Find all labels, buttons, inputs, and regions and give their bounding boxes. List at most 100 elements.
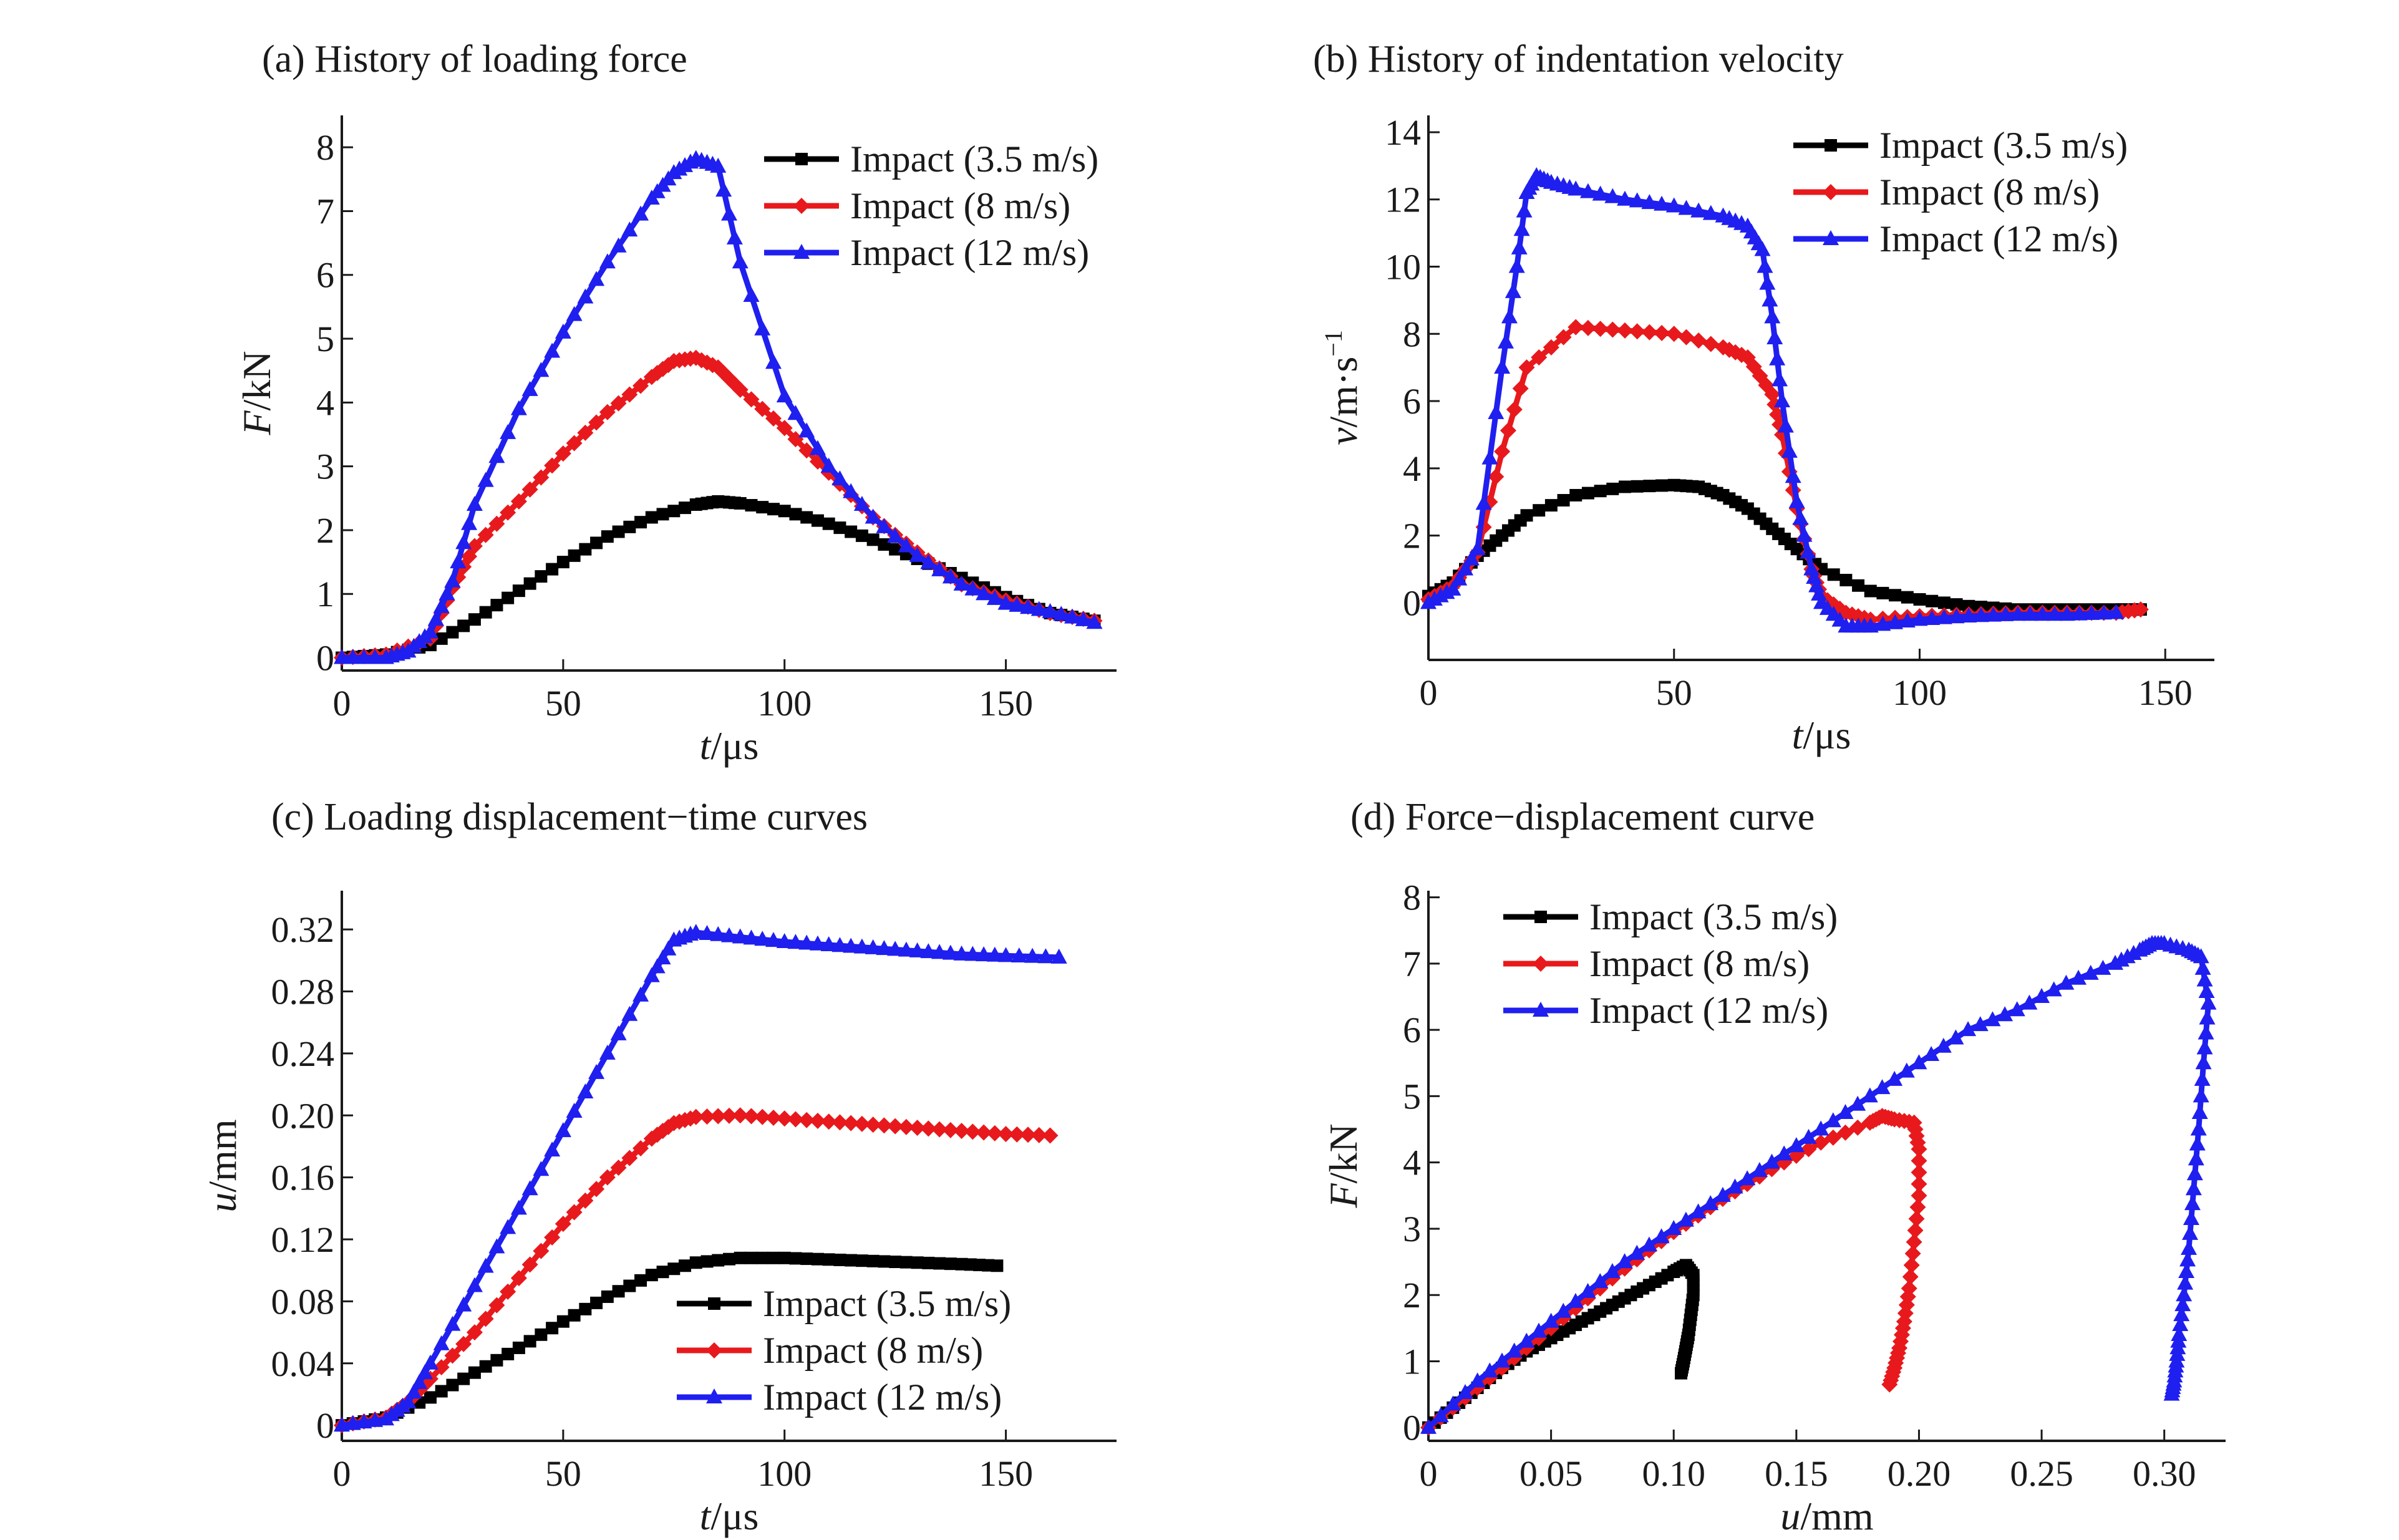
legend-label: Impact (12 m/s) (1879, 218, 2118, 259)
y-tick-label: 12 (1385, 180, 1421, 220)
data-point (510, 1199, 527, 1215)
data-point (1042, 603, 1059, 618)
data-point (710, 926, 727, 941)
data-point (991, 1259, 1004, 1272)
data-point (405, 1383, 422, 1399)
y-tick-label: 6 (1403, 381, 1421, 422)
data-point (866, 533, 880, 546)
data-point (942, 944, 959, 960)
data-point (798, 1111, 815, 1128)
data-point (726, 229, 743, 245)
data-point (732, 253, 749, 269)
data-point (1617, 322, 1633, 339)
data-point (1690, 332, 1707, 349)
data-point (800, 1252, 813, 1266)
x-axis-label: u/mm (1780, 1494, 1873, 1538)
data-point (1665, 326, 1682, 342)
data-point (1771, 371, 1788, 387)
data-point (986, 589, 1003, 605)
data-point (523, 1335, 536, 1348)
data-point (566, 306, 583, 321)
data-point (601, 530, 614, 543)
data-point (1907, 1222, 1924, 1239)
data-point (544, 342, 561, 358)
data-point (590, 536, 603, 550)
data-point (566, 1204, 583, 1221)
data-point (433, 1358, 450, 1375)
legend-label: Impact (12 m/s) (1589, 990, 1828, 1031)
x-tick-label: 0.20 (1888, 1453, 1951, 1494)
data-point (1432, 1407, 1449, 1423)
data-point (334, 649, 350, 664)
data-point (765, 354, 782, 369)
data-point (866, 1254, 880, 1267)
data-point (577, 1192, 594, 1209)
data-point (1762, 291, 1778, 307)
data-point (920, 1120, 937, 1137)
data-point (909, 942, 926, 957)
y-tick-label: 6 (1403, 1010, 1421, 1050)
data-point (997, 594, 1014, 610)
x-axis-label: t/μs (700, 724, 759, 768)
data-point (1579, 319, 1596, 336)
data-point (1678, 329, 1695, 346)
data-point (2194, 1070, 2211, 1086)
data-point (1629, 192, 1645, 208)
data-point (1488, 468, 1505, 485)
data-point (1690, 202, 1707, 218)
data-point (1469, 1372, 1486, 1388)
x-tick-label: 50 (545, 1453, 581, 1494)
data-point (964, 1123, 981, 1140)
data-point (1581, 487, 1594, 500)
data-point (712, 1254, 725, 1267)
data-point (953, 1123, 970, 1140)
data-point (422, 623, 439, 639)
data-point (579, 543, 592, 556)
y-tick-label: 2 (316, 510, 334, 551)
data-point (433, 598, 450, 613)
x-tick-label: 150 (979, 683, 1033, 724)
data-point (1463, 550, 1480, 566)
data-point (1494, 443, 1511, 460)
data-point (1530, 1322, 1547, 1338)
data-point (687, 924, 704, 939)
data-point (1505, 283, 1521, 298)
legend-swatch-marker (1823, 230, 1839, 245)
data-point (2176, 1286, 2193, 1302)
data-point (1641, 324, 1658, 341)
data-point (1936, 609, 1952, 624)
data-point (1641, 194, 1658, 210)
data-point (1763, 1153, 1780, 1169)
data-point (588, 271, 605, 286)
data-point (1518, 359, 1535, 376)
x-tick-label: 0.25 (2010, 1453, 2073, 1494)
data-point (1653, 1228, 1670, 1244)
x-axis-label: t/μs (1792, 713, 1851, 757)
data-point (1864, 584, 1877, 598)
data-point (820, 936, 837, 951)
data-point (457, 619, 470, 632)
data-point (776, 420, 793, 437)
legend: Impact (3.5 m/s) Impact (8 m/s) Impact (12… (1793, 125, 2128, 259)
data-point (649, 958, 666, 974)
data-point (2181, 1239, 2198, 1255)
data-point (853, 938, 870, 954)
y-tick-label: 8 (1403, 314, 1421, 354)
data-point (1811, 585, 1828, 601)
data-point (1898, 1062, 1915, 1078)
y-tick-label: 1 (1403, 1341, 1421, 1382)
data-point (2179, 1251, 2196, 1267)
data-point (1902, 1268, 1919, 1285)
data-point (1064, 608, 1081, 624)
data-point (1903, 1257, 1920, 1274)
data-point (632, 377, 649, 394)
data-point (1568, 319, 1584, 336)
data-point (887, 941, 904, 956)
series-2 (334, 150, 1103, 664)
data-point (787, 934, 804, 949)
data-point (1702, 1195, 1719, 1211)
panel-d: (d) Force−displacement curve 0 0.05 0.10 0.… (1321, 796, 2226, 1538)
data-point (1544, 499, 1558, 512)
data-point (2172, 1316, 2189, 1332)
data-point (1629, 1244, 1645, 1260)
